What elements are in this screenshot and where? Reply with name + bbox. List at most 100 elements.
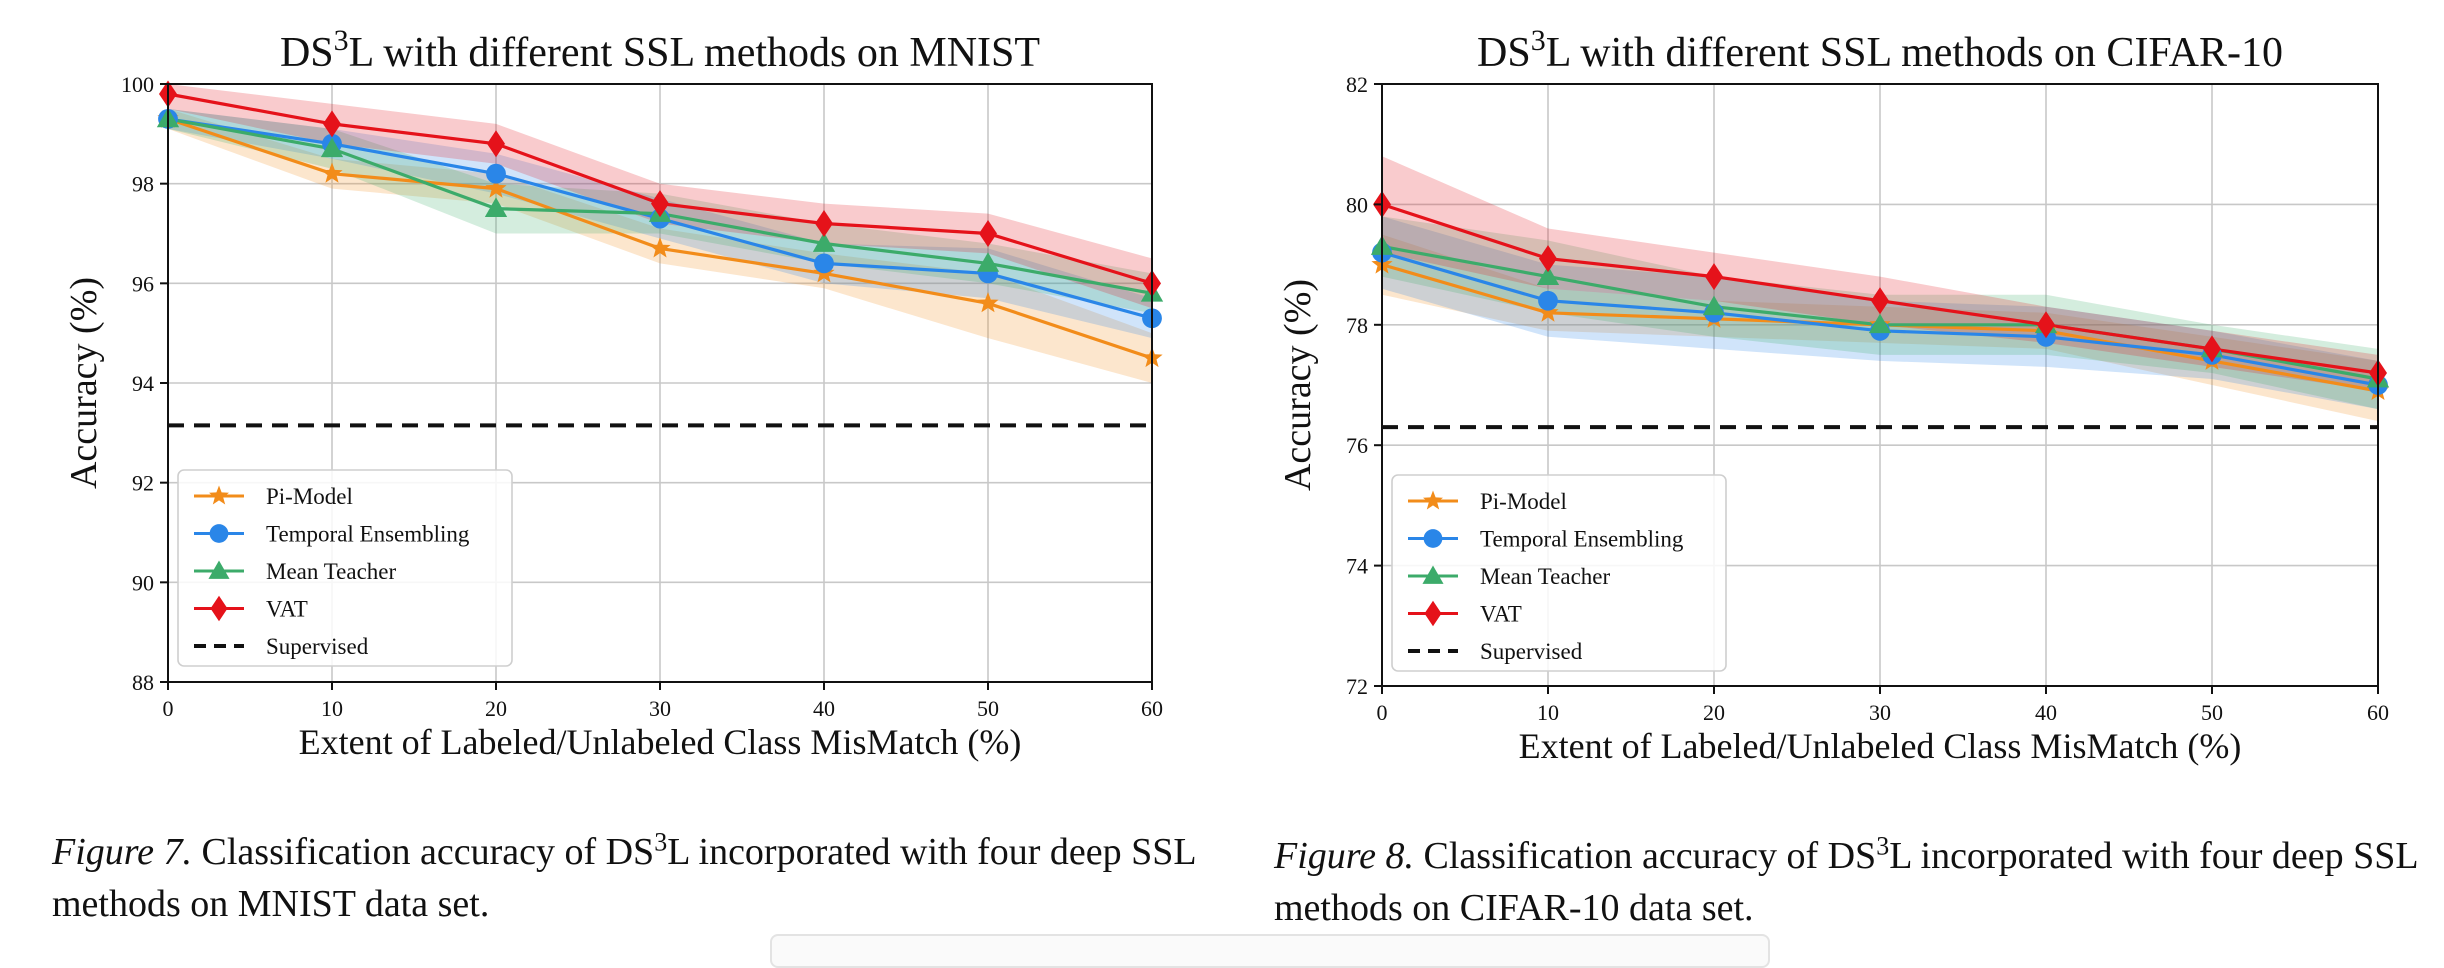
- legend-swatch-marker: [1424, 600, 1442, 627]
- x-tick-label: 20: [1703, 700, 1725, 725]
- y-tick-label: 96: [132, 271, 154, 296]
- x-tick-label: 50: [2201, 700, 2223, 725]
- legend-swatch-marker: [1422, 565, 1444, 584]
- y-tick-label: 78: [1346, 313, 1368, 338]
- y-tick-label: 80: [1346, 192, 1368, 217]
- legend: Pi-Model Temporal Ensembling Mean Teacher V…: [177, 469, 513, 667]
- title-text: DS: [1477, 30, 1531, 76]
- caption-text: L incorporated with four deep SSL method…: [52, 831, 1196, 925]
- data-point: [651, 190, 669, 218]
- data-point: [485, 177, 507, 198]
- title-text: L with different SSL methods on CIFAR-10: [1546, 30, 2283, 76]
- legend-box: [177, 469, 513, 667]
- chart-title: DS3L with different SSL methods on CIFAR…: [1477, 24, 2283, 76]
- caption-text: Classification accuracy of DS: [192, 831, 655, 873]
- legend-label: Mean Teacher: [266, 559, 396, 584]
- x-tick-label: 60: [2367, 700, 2389, 725]
- x-tick-label: 60: [1141, 696, 1163, 721]
- legend: Pi-Model Temporal Ensembling Mean Teacher V…: [1391, 474, 1727, 672]
- legend-swatch-marker: [209, 485, 229, 505]
- data-point: [2037, 311, 2055, 339]
- x-tick-label: 0: [1377, 700, 1388, 725]
- mnist-accuracy-chart: DS3L with different SSL methods on MNIST…: [63, 24, 1164, 762]
- caption-superscript: 3: [1876, 831, 1890, 861]
- y-tick-label: 92: [132, 471, 154, 496]
- data-point: [812, 232, 836, 252]
- figure-mnist: DS3L with different SSL methods on MNIST…: [0, 0, 1220, 957]
- x-axis-label: Extent of Labeled/Unlabeled Class MisMat…: [299, 722, 1022, 762]
- title-text: DS: [280, 30, 334, 76]
- figure-cifar10: DS3L with different SSL methods on CIFAR…: [1222, 0, 2444, 957]
- legend-box: [1391, 474, 1727, 672]
- caption-text: Classification accuracy of DS: [1414, 835, 1877, 877]
- data-point: [979, 220, 997, 247]
- data-point: [814, 253, 834, 274]
- y-tick-label: 88: [132, 670, 154, 695]
- data-point: [2203, 335, 2221, 363]
- y-axis-label: Accuracy (%): [63, 277, 105, 489]
- data-point: [1868, 313, 1892, 334]
- x-tick-label: 10: [1537, 700, 1559, 725]
- y-tick-label: 94: [132, 371, 154, 396]
- y-tick-label: 76: [1346, 433, 1368, 458]
- caption-label: Figure 8.: [1274, 835, 1415, 877]
- data-point: [323, 110, 341, 138]
- data-point: [977, 292, 999, 313]
- x-tick-label: 30: [649, 696, 671, 721]
- x-tick-label: 40: [813, 696, 835, 721]
- data-point: [1536, 265, 1560, 286]
- figure-caption: Figure 8. Classification accuracy of DS3…: [1274, 830, 2444, 934]
- series-markers: [159, 80, 1161, 297]
- data-point: [320, 137, 344, 158]
- caption-superscript: 3: [654, 827, 668, 857]
- x-axis-label: Extent of Labeled/Unlabeled Class MisMat…: [1519, 726, 2242, 766]
- chart-title: DS3L with different SSL methods on MNIST: [280, 24, 1040, 76]
- series-markers: [1373, 190, 2387, 387]
- legend-swatch-marker: [209, 524, 229, 543]
- data-point: [1539, 245, 1557, 273]
- caption-text: L incorporated with four deep SSL method…: [1274, 835, 2418, 929]
- legend-label: Supervised: [266, 634, 369, 659]
- legend-label: Temporal Ensembling: [266, 522, 470, 547]
- x-tick-label: 20: [485, 696, 507, 721]
- legend-label: Pi-Model: [266, 484, 353, 509]
- bottom-toolbar: [770, 934, 1770, 968]
- legend-label: Pi-Model: [1480, 489, 1567, 514]
- x-tick-label: 50: [977, 696, 999, 721]
- data-point: [1871, 287, 1889, 315]
- legend-label: Temporal Ensembling: [1480, 527, 1684, 552]
- data-point: [976, 252, 1000, 272]
- legend-swatch-marker: [1423, 529, 1443, 548]
- legend-label: VAT: [266, 597, 308, 622]
- y-tick-label: 100: [121, 72, 154, 97]
- confidence-band: [1382, 156, 2378, 391]
- data-point: [1538, 290, 1558, 311]
- y-axis-label: Accuracy (%): [1277, 279, 1319, 491]
- data-point: [1537, 301, 1559, 322]
- legend-swatch-marker: [208, 560, 230, 579]
- data-point: [484, 197, 508, 217]
- x-tick-label: 30: [1869, 700, 1891, 725]
- data-point: [815, 210, 833, 238]
- legend-swatch-marker: [1423, 490, 1443, 510]
- title-text: L with different SSL methods on MNIST: [349, 30, 1040, 76]
- caption-label: Figure 7.: [52, 831, 193, 873]
- data-point: [486, 163, 506, 184]
- x-tick-label: 0: [163, 696, 174, 721]
- data-point: [321, 162, 343, 183]
- legend-label: Supervised: [1480, 639, 1583, 664]
- legend-label: VAT: [1480, 602, 1522, 627]
- figure-caption: Figure 7. Classification accuracy of DS3…: [52, 826, 1252, 930]
- data-point: [1705, 263, 1723, 291]
- y-tick-label: 82: [1346, 72, 1368, 97]
- x-tick-label: 40: [2035, 700, 2057, 725]
- title-superscript: 3: [1531, 24, 1546, 57]
- title-superscript: 3: [334, 24, 349, 57]
- legend-swatch-marker: [210, 595, 228, 622]
- data-point: [649, 237, 671, 258]
- y-tick-label: 72: [1346, 674, 1368, 699]
- y-tick-label: 74: [1346, 554, 1368, 579]
- y-tick-label: 98: [132, 172, 154, 197]
- y-tick-label: 90: [132, 570, 154, 595]
- data-point: [1702, 295, 1726, 316]
